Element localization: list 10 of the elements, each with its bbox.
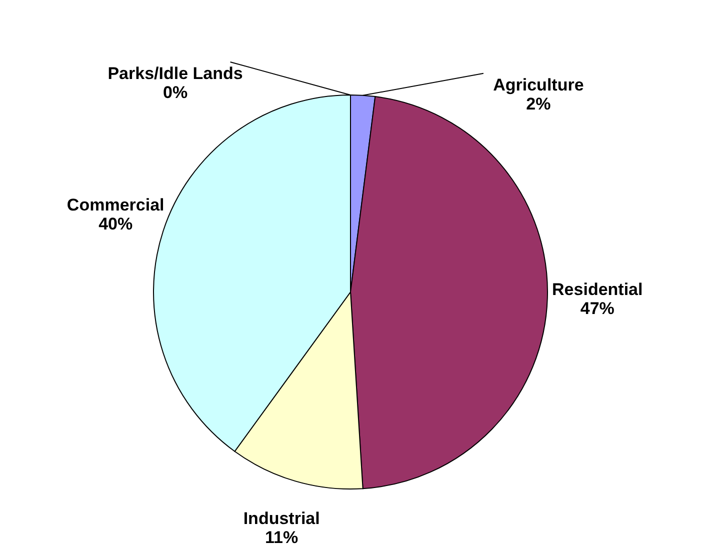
slice-label: Residential bbox=[552, 280, 643, 299]
slice-label: Industrial bbox=[243, 509, 320, 528]
data-label: 2% bbox=[526, 94, 551, 114]
data-label: 40% bbox=[98, 214, 133, 234]
slice-label: Commercial bbox=[66, 196, 164, 215]
slice-label: Agriculture bbox=[493, 75, 584, 94]
text: 0% bbox=[162, 82, 188, 102]
data-label: 47% bbox=[580, 298, 614, 318]
data-label: 11% bbox=[265, 528, 298, 548]
category-label: Parks/Idle Lands bbox=[108, 64, 243, 83]
